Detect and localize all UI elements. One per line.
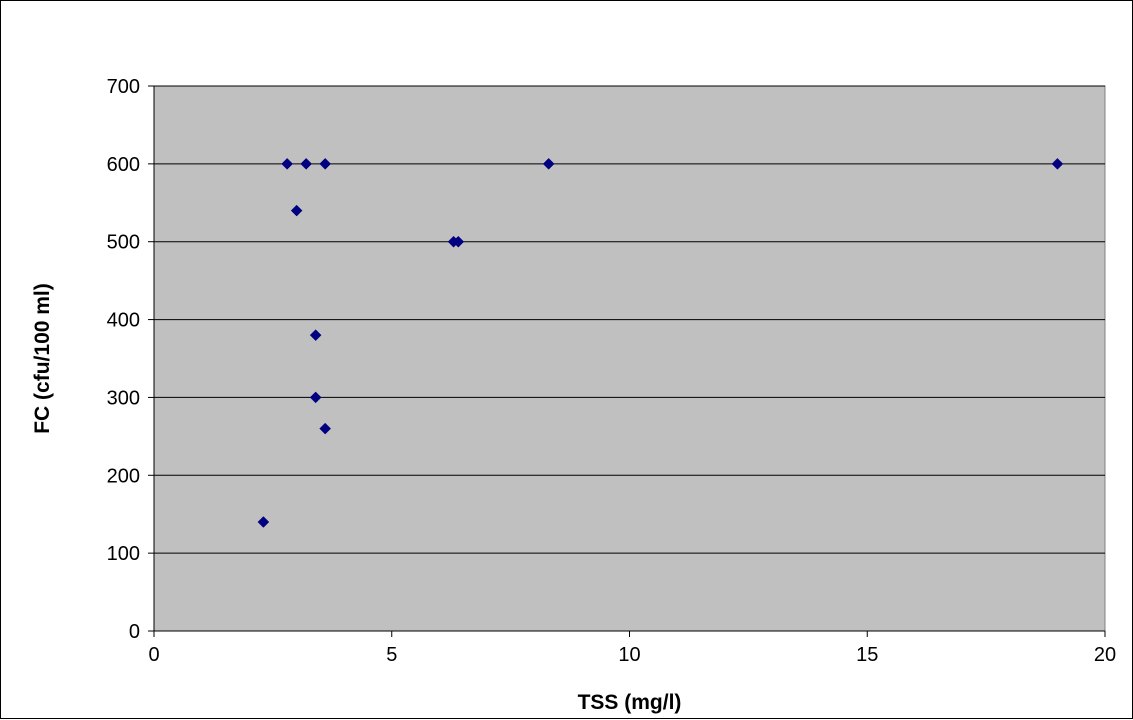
data-point	[319, 422, 332, 435]
data-point	[319, 158, 332, 170]
data-point	[309, 329, 322, 341]
x-tick-label: 15	[856, 644, 878, 666]
x-tick-label: 0	[148, 644, 159, 666]
x-tick-label: 10	[618, 644, 640, 666]
data-point	[300, 158, 313, 170]
y-tick-labels: 0 100 200 300 400 500 600 700	[107, 76, 140, 643]
data-point	[1051, 158, 1064, 170]
y-tick-label: 200	[107, 465, 140, 487]
data-point	[281, 158, 293, 170]
y-axis-title: FC (cfu/100 ml)	[31, 283, 54, 434]
y-tick-label: 300	[107, 387, 140, 409]
y-tick-label: 0	[129, 621, 140, 643]
y-tick-label: 700	[107, 76, 140, 98]
data-point	[257, 516, 270, 528]
data-point	[542, 158, 555, 170]
data-point	[452, 235, 465, 248]
x-tick-label: 20	[1094, 644, 1116, 666]
data-point	[309, 391, 322, 404]
data-point	[290, 204, 303, 217]
x-tick-labels: 0 5 10 15 20	[148, 644, 1116, 666]
axes	[148, 85, 1106, 637]
x-axis-title: TSS (mg/l)	[578, 691, 682, 714]
y-tick-label: 100	[107, 543, 140, 565]
plot-area	[153, 85, 1106, 632]
x-tick-label: 5	[386, 644, 397, 666]
y-tick-label: 500	[107, 232, 140, 254]
data-points	[257, 158, 1064, 528]
y-tick-label: 600	[107, 154, 140, 176]
y-tick-label: 400	[107, 310, 140, 332]
